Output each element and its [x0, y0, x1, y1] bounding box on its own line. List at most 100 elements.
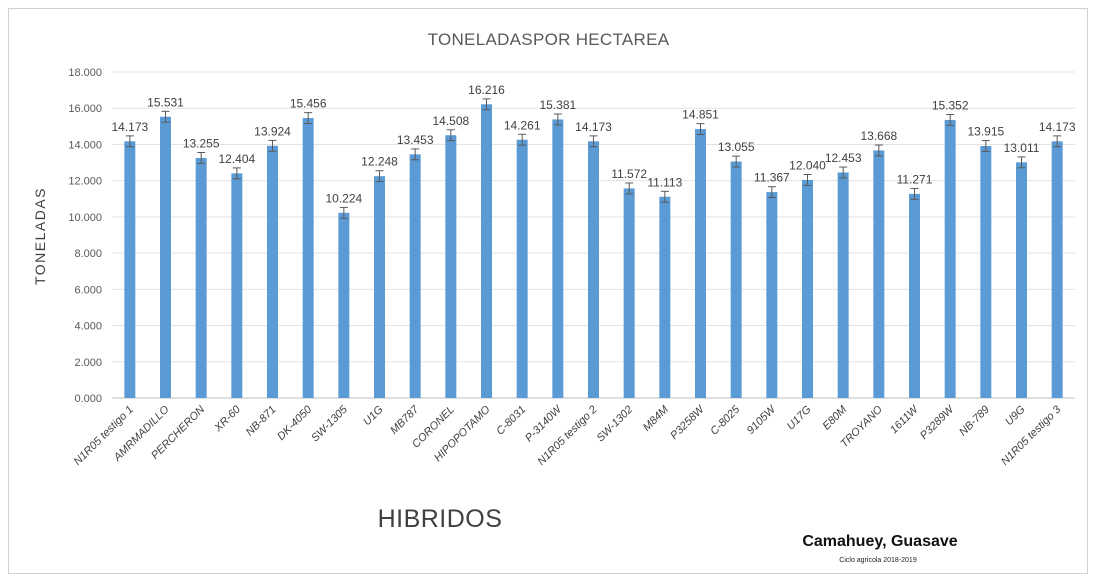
bar: [195, 157, 207, 398]
error-bar: [125, 135, 134, 148]
bar: [980, 145, 992, 398]
error-bar: [339, 206, 348, 219]
bar: [302, 118, 314, 398]
bar: [1016, 162, 1027, 398]
category-label: SW-1302: [595, 404, 636, 445]
data-label: 15.352: [932, 99, 969, 113]
x-axis-title: HIBRIDOS: [377, 505, 503, 533]
error-bar: [304, 112, 313, 125]
bar: [231, 173, 243, 398]
error-bar: [910, 187, 919, 200]
y-tick-label: 12.000: [68, 176, 102, 188]
error-bar: [518, 133, 527, 146]
data-label: 12.404: [218, 152, 255, 166]
data-label: 14.508: [432, 114, 469, 128]
error-bar: [1053, 135, 1062, 148]
bar: [944, 119, 956, 398]
data-label: 12.040: [789, 159, 826, 173]
category-label: SW-1305: [309, 403, 350, 444]
bar: [730, 161, 742, 398]
category-label: XR-60: [212, 403, 244, 435]
data-label: 16.216: [468, 83, 505, 97]
data-label: 13.055: [718, 140, 755, 154]
data-label: 13.915: [967, 125, 1004, 139]
data-label: 11.572: [611, 167, 647, 181]
bar: [909, 193, 920, 398]
bar: [552, 119, 564, 399]
bar: [659, 196, 671, 398]
data-label: 13.011: [1004, 141, 1040, 155]
bar: [338, 212, 350, 398]
error-bar: [411, 148, 420, 161]
data-label: 13.924: [254, 124, 291, 138]
y-tick-label: 2.000: [74, 357, 102, 369]
category-label: 9105W: [745, 402, 779, 436]
error-bar: [268, 139, 277, 152]
y-tick-label: 8.000: [74, 248, 102, 260]
bar: [873, 150, 885, 398]
error-bar: [660, 190, 669, 203]
y-tick-label: 10.000: [68, 212, 102, 224]
y-tick-label: 18.000: [68, 67, 102, 79]
error-bar: [625, 182, 634, 195]
bar: [481, 104, 492, 399]
category-label: NB-789: [957, 404, 992, 439]
error-bar: [375, 170, 384, 183]
location-credit: Camahuey, Guasave: [802, 533, 958, 550]
error-bar: [482, 98, 491, 111]
category-label: C-8025: [708, 403, 743, 438]
bar: [124, 141, 136, 398]
error-bar: [946, 114, 955, 126]
chart-title: TONELADASPOR HECTAREA: [427, 30, 670, 49]
error-bar: [732, 155, 741, 168]
data-label: 11.367: [754, 171, 790, 185]
bar: [766, 192, 778, 398]
y-tick-label: 6.000: [74, 284, 102, 296]
data-label: 15.531: [147, 95, 184, 109]
category-label: U9G: [1003, 403, 1028, 428]
y-tick-label: 4.000: [74, 321, 102, 333]
category-label: NB-871: [244, 404, 279, 439]
bar: [837, 172, 849, 398]
error-bar: [767, 186, 776, 199]
category-label: MB787: [388, 403, 422, 437]
data-label: 15.456: [290, 97, 327, 111]
category-label: 1611W: [888, 402, 922, 436]
data-label: 14.851: [682, 108, 719, 122]
y-tick-label: 0.000: [74, 393, 102, 405]
error-bar: [232, 167, 241, 180]
data-label: 12.248: [361, 155, 398, 169]
cycle-caption: Ciclo agricola 2018-2019: [839, 557, 917, 564]
category-label: E80M: [820, 403, 849, 432]
error-bar: [197, 152, 206, 164]
category-label: C-8031: [494, 404, 528, 438]
category-label: P3289W: [918, 403, 957, 442]
category-label: U1G: [361, 403, 386, 428]
category-label: U17G: [785, 403, 814, 432]
bar: [802, 179, 813, 398]
bar: [409, 154, 421, 398]
error-bar: [839, 166, 848, 179]
error-bar: [446, 129, 455, 142]
data-label: 13.255: [183, 137, 220, 151]
error-bar: [589, 135, 598, 148]
bar: [267, 145, 278, 398]
bar: [588, 141, 599, 398]
bar: [695, 129, 706, 398]
bar: [445, 135, 457, 398]
bar: [623, 188, 635, 398]
category-label: M84M: [641, 403, 672, 434]
category-label: P3258W: [668, 403, 707, 442]
bar: [160, 116, 171, 398]
error-bar: [803, 174, 812, 186]
error-bar: [696, 123, 705, 135]
data-label: 14.261: [504, 118, 541, 132]
bar: [516, 139, 528, 398]
error-bar: [981, 140, 990, 152]
data-label: 12.453: [825, 151, 862, 165]
category-label: N1R05 testigo 1: [72, 404, 136, 468]
data-label: 13.668: [860, 129, 897, 143]
data-label: 11.113: [647, 175, 682, 189]
bar: [374, 176, 385, 398]
data-label: 14.173: [575, 120, 612, 134]
